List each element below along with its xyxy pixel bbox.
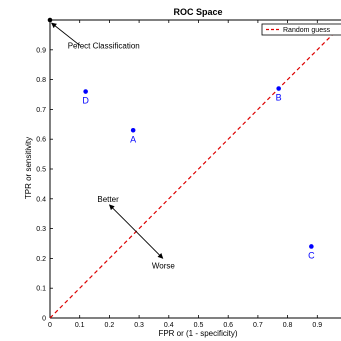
annotation-arrow xyxy=(109,204,137,232)
point-label-d: D xyxy=(82,96,89,106)
random-guess-line xyxy=(49,25,341,319)
x-axis-label: FPR or (1 - specificity) xyxy=(158,329,237,338)
x-tick-label: 0.7 xyxy=(253,322,263,329)
y-tick-label: 0.7 xyxy=(36,107,46,114)
y-tick-label: 0.5 xyxy=(36,167,46,174)
point-c xyxy=(309,244,314,249)
x-tick-label: 0.8 xyxy=(283,322,293,329)
y-tick-label: 0.6 xyxy=(36,137,46,144)
perfect-point xyxy=(47,17,53,23)
annotation-worse: Worse xyxy=(152,261,176,270)
annotation-arrow xyxy=(135,231,164,259)
y-tick-label: 0.1 xyxy=(36,286,46,293)
x-tick-label: 0.4 xyxy=(164,322,174,329)
annotation-perfect: Pefect Classification xyxy=(68,41,140,50)
annotation-better: Better xyxy=(97,195,119,204)
y-tick-label: 0.2 xyxy=(36,256,46,263)
x-tick-label: 0.3 xyxy=(134,322,144,329)
x-tick-label: 0.5 xyxy=(194,322,204,329)
point-b xyxy=(276,86,281,91)
y-tick-label: 0 xyxy=(42,316,46,323)
legend-entry: Random guess xyxy=(283,27,331,34)
legend-box xyxy=(261,23,341,36)
annotation-arrow xyxy=(51,22,80,46)
point-label-a: A xyxy=(130,134,136,144)
y-tick-label: 0.8 xyxy=(36,77,46,84)
point-label-b: B xyxy=(276,93,282,103)
y-axis-label: TPR or sensitivity xyxy=(24,137,33,199)
x-tick-label: 0.6 xyxy=(223,322,233,329)
point-label-c: C xyxy=(308,250,315,260)
plot-area: 0 0.1 0.2 0.3 0.4 0.5 0.6 0.7 0.8 0.9 0 0.1 0.2 0.3 0.… xyxy=(36,17,341,329)
x-tick-label: 0.9 xyxy=(312,322,322,329)
point-a xyxy=(130,127,136,133)
y-tick-label: 0.3 xyxy=(36,226,46,233)
y-tick-label: 0.9 xyxy=(36,47,46,54)
x-tick-label: 0 xyxy=(48,322,52,329)
x-tick-label: 0.1 xyxy=(75,322,85,329)
y-tick-label: 0.4 xyxy=(36,196,46,203)
x-tick-label: 0.2 xyxy=(105,322,115,329)
point-d xyxy=(83,89,88,94)
chart-title: ROC Space xyxy=(173,7,222,17)
